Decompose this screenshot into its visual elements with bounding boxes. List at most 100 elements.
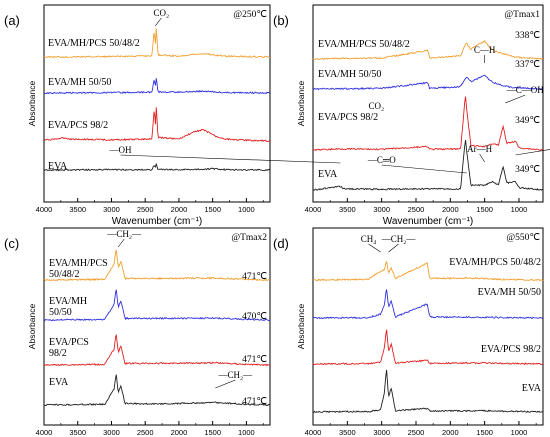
x-tick-label: 3500 [339,428,356,437]
y-axis-title: Absorbance [296,81,306,127]
panel-condition: @250℃ [233,10,267,20]
y-axis-title: Absorbance [27,304,37,350]
panel-condition: @550℃ [506,233,540,243]
series-line [312,74,544,91]
x-tick-label: 2000 [442,205,459,214]
series-label: EVA/PCS 98/2 [318,112,378,123]
panel-label: (a) [4,13,20,28]
plot-frame [312,227,544,426]
series-label: EVA/MH [49,296,87,307]
x-axis-title: Wavenumber (cm⁻¹) [383,216,473,227]
annotation: —OH [108,145,131,155]
series-temperature: 470℃ [242,312,267,322]
series-line [43,107,271,143]
series-temperature: 337℃ [515,60,540,70]
series-line [43,289,271,322]
series-label: EVA/MH/PCS [49,258,108,269]
series-label: EVA/MH 50/50 [318,69,381,80]
series-label: EVA/MH 50/50 [478,287,541,298]
annotation: CO₂ [153,8,169,18]
series-label: EVA [318,169,338,180]
x-tick-label: 1000 [238,205,255,214]
annotation: CH₄ [361,234,377,244]
x-tick-label: 4000 [305,205,322,214]
series-label: EVA/MH 50/50 [48,77,111,88]
series-label: EVA/PCS 98/2 [481,344,541,355]
series-line [312,369,544,414]
annotation-pointer [155,17,162,27]
series-temperature: 471℃ [242,355,267,365]
annotation-pointer [368,243,381,253]
x-axis-title: Wavenumber (cm⁻¹) [112,216,202,227]
series-temperature: 349℃ [515,165,540,175]
series-line [312,260,544,282]
x-tick-label: 2500 [408,205,425,214]
annotation-pointer [479,153,485,163]
series-line [312,139,544,191]
series-label: 98/2 [49,348,67,359]
series-line [312,329,544,366]
series-label: EVA/PCS [49,337,89,348]
x-tick-label: 2500 [408,428,425,437]
x-tick-label: 1500 [204,428,221,437]
series-label: EVA/MH/PCS 50/48/2 [48,38,140,49]
x-tick-label: 1000 [238,428,255,437]
y-axis-title: Absorbance [296,304,306,350]
annotation-pointer [215,379,236,389]
series-line [312,289,544,320]
x-tick-label: 3000 [103,428,120,437]
x-tick-label: 4000 [36,205,53,214]
x-tick-label: 3000 [103,205,120,214]
x-tick-label: 1500 [476,428,493,437]
panel-label: (d) [273,236,289,251]
series-label: EVA/PCS 98/2 [48,120,108,131]
x-tick-label: 3500 [69,428,86,437]
series-temperature: 349℃ [515,116,540,126]
y-axis-title: Absorbance [27,81,37,127]
annotation: —C—OH [506,85,545,95]
series-line [43,374,271,407]
x-tick-label: 4000 [305,428,322,437]
series-label: 50/50 [49,307,72,318]
series-label: EVA/MH/PCS 50/48/2 [449,257,541,268]
x-tick-label: 4000 [36,428,53,437]
x-tick-label: 3000 [373,205,390,214]
x-tick-label: 3500 [69,205,86,214]
panel-condition: @Tmax1 [504,10,540,20]
plot-frame [43,227,271,426]
annotation: —CH₂— [381,234,417,244]
x-tick-label: 3500 [339,205,356,214]
series-temperature: 471℃ [242,272,267,282]
series-label: 50/48/2 [49,269,80,280]
annotation-pointer [505,94,526,104]
series-temperature: 338℃ [515,31,540,41]
panel-condition: @Tmax2 [231,233,267,243]
series-label: EVA [48,161,68,172]
x-tick-label: 1000 [511,428,528,437]
x-tick-label: 1500 [204,205,221,214]
x-tick-label: 2500 [137,205,154,214]
series-label: EVA [49,377,69,388]
x-tick-label: 2000 [442,428,459,437]
x-tick-label: 1000 [511,205,528,214]
plot-frame [43,4,271,203]
series-line [312,39,544,61]
annotation: CO₂ [368,101,384,111]
panel-label: (b) [273,13,289,28]
annotation-pointer [515,149,550,156]
series-label: EVA [522,383,542,394]
panel-a: 4000 3500 3000 2500 2000 1500 1000 Wavenumber (… [4,4,271,227]
x-tick-label: 3000 [373,428,390,437]
panel-label: (c) [4,236,19,251]
annotation: Ar—H [467,144,492,154]
series-line [312,96,544,152]
plot-frame [312,4,544,203]
series-line [43,334,271,367]
series-line [43,249,271,282]
series-temperature: 471℃ [242,397,267,407]
annotation: —CH₂— [106,229,142,239]
annotation-pointer [117,238,125,248]
